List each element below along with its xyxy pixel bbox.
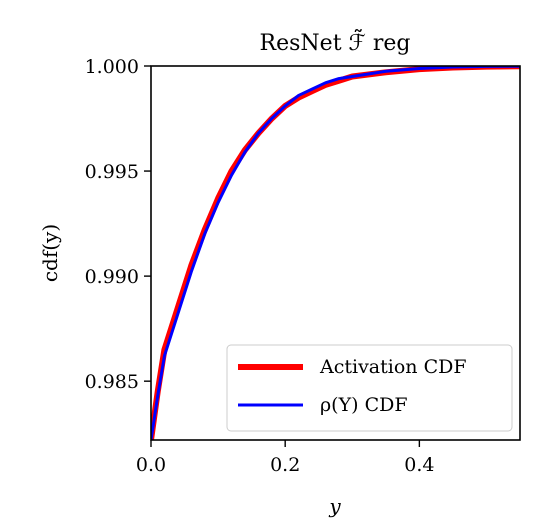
chart-title: ResNet ℱ̃ reg (260, 29, 411, 56)
y-tick-label: 0.990 (85, 266, 139, 288)
legend-label-activation: Activation CDF (319, 356, 467, 378)
series-line-1 (151, 66, 520, 440)
y-tick-label: 0.995 (85, 161, 139, 183)
y-tick-label: 0.985 (85, 371, 139, 393)
legend: Activation CDF ρ(Y) CDF (226, 344, 513, 432)
plot-frame (150, 65, 521, 441)
y-axis-label: cdf(y) (38, 224, 62, 282)
x-axis-label: y (328, 494, 341, 518)
x-tick-label: 0.0 (136, 454, 166, 476)
x-tick-label: 0.4 (404, 454, 434, 476)
legend-label-rho: ρ(Y) CDF (320, 394, 408, 416)
x-tick-label: 0.2 (270, 454, 300, 476)
y-tick-label: 1.000 (85, 56, 139, 78)
